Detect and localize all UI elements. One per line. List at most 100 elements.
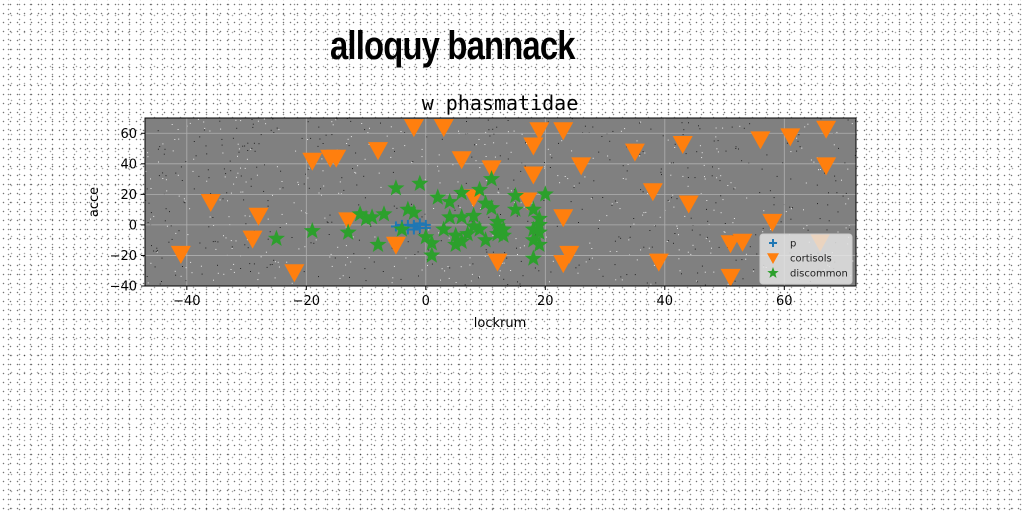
noise-speck: [240, 120, 242, 122]
noise-speck: [556, 225, 558, 227]
noise-speck: [404, 145, 406, 147]
noise-speck: [357, 165, 359, 167]
noise-speck: [723, 231, 725, 233]
data-point-star-marker: [536, 185, 554, 202]
noise-speck: [339, 181, 341, 183]
noise-speck: [412, 161, 414, 163]
noise-speck: [297, 181, 299, 183]
data-point-star-marker: [471, 180, 489, 198]
noise-speck: [685, 153, 687, 155]
noise-speck: [192, 170, 194, 172]
noise-speck: [164, 148, 166, 150]
noise-speck: [233, 263, 235, 265]
noise-speck: [506, 257, 508, 259]
data-point-triangle-marker: [433, 119, 454, 138]
data-point-star-marker: [435, 220, 453, 237]
noise-speck: [592, 126, 594, 128]
noise-speck: [368, 257, 370, 259]
noise-speck: [148, 202, 150, 204]
noise-speck: [549, 154, 551, 156]
noise-speck: [369, 127, 370, 129]
noise-speck: [799, 146, 801, 148]
noise-speck: [356, 184, 358, 186]
data-point-star-marker: [506, 200, 524, 217]
data-point-triangle-marker: [385, 236, 406, 255]
noise-speck: [460, 266, 462, 268]
noise-speck: [517, 281, 518, 283]
noise-speck: [247, 142, 249, 144]
noise-speck: [174, 139, 176, 140]
noise-speck: [492, 234, 494, 236]
noise-speck: [672, 194, 674, 196]
noise-speck: [706, 236, 708, 238]
noise-speck: [691, 229, 693, 231]
plot-frame: [144, 117, 857, 287]
noise-speck: [498, 192, 500, 194]
noise-speck: [158, 161, 159, 163]
noise-speck: [577, 272, 579, 274]
noise-speck: [734, 280, 736, 282]
noise-speck: [602, 275, 604, 277]
noise-speck: [756, 253, 758, 255]
noise-speck: [487, 119, 489, 121]
noise-speck: [551, 157, 553, 159]
noise-speck: [633, 223, 635, 225]
noise-speck: [804, 126, 806, 128]
noise-speck: [158, 175, 160, 177]
noise-speck: [517, 254, 518, 255]
noise-speck: [349, 276, 350, 278]
noise-speck: [260, 134, 262, 136]
y-tick-label: 0: [129, 218, 137, 233]
noise-speck: [735, 259, 737, 261]
data-point-triangle-marker: [170, 245, 191, 264]
noise-speck: [486, 251, 488, 253]
noise-speck: [739, 125, 741, 127]
data-point-star-marker: [524, 231, 542, 248]
data-point-triangle-marker: [517, 192, 538, 211]
data-point-triangle-marker: [200, 194, 221, 212]
noise-speck: [738, 148, 739, 150]
noise-speck: [264, 164, 265, 166]
noise-speck: [627, 163, 629, 165]
noise-speck: [205, 247, 207, 249]
noise-speck: [265, 123, 267, 125]
noise-speck: [614, 200, 616, 202]
noise-speck: [244, 215, 246, 217]
noise-speck: [439, 182, 441, 184]
noise-speck: [643, 246, 645, 248]
data-point-triangle-marker: [816, 157, 837, 176]
noise-speck: [244, 145, 246, 147]
noise-speck: [609, 159, 611, 161]
noise-speck: [640, 249, 642, 251]
data-point-plus-marker: [390, 221, 401, 232]
noise-speck: [166, 190, 168, 192]
data-point-triangle-marker: [553, 209, 574, 228]
noise-speck: [393, 205, 395, 207]
noise-speck: [232, 137, 234, 139]
noise-speck: [243, 199, 245, 201]
noise-speck: [527, 220, 529, 222]
noise-speck: [544, 167, 546, 169]
noise-speck: [251, 119, 253, 120]
noise-speck: [421, 216, 423, 218]
noise-speck: [525, 142, 527, 144]
y-tick-label: 60: [120, 127, 137, 142]
data-point-star-marker: [429, 188, 447, 205]
noise-speck: [499, 155, 501, 157]
noise-speck: [155, 251, 157, 252]
noise-speck: [146, 188, 148, 190]
noise-speck: [715, 202, 717, 204]
noise-speck: [696, 151, 698, 153]
noise-speck: [256, 174, 258, 176]
noise-speck: [223, 273, 225, 275]
noise-speck: [741, 259, 743, 261]
noise-speck: [465, 182, 467, 184]
noise-speck: [454, 209, 456, 211]
noise-speck: [165, 208, 167, 210]
noise-speck: [457, 205, 459, 207]
noise-speck: [336, 118, 338, 120]
noise-speck: [725, 150, 727, 152]
noise-speck: [790, 218, 792, 220]
noise-speck: [479, 276, 480, 278]
noise-speck: [494, 156, 496, 158]
